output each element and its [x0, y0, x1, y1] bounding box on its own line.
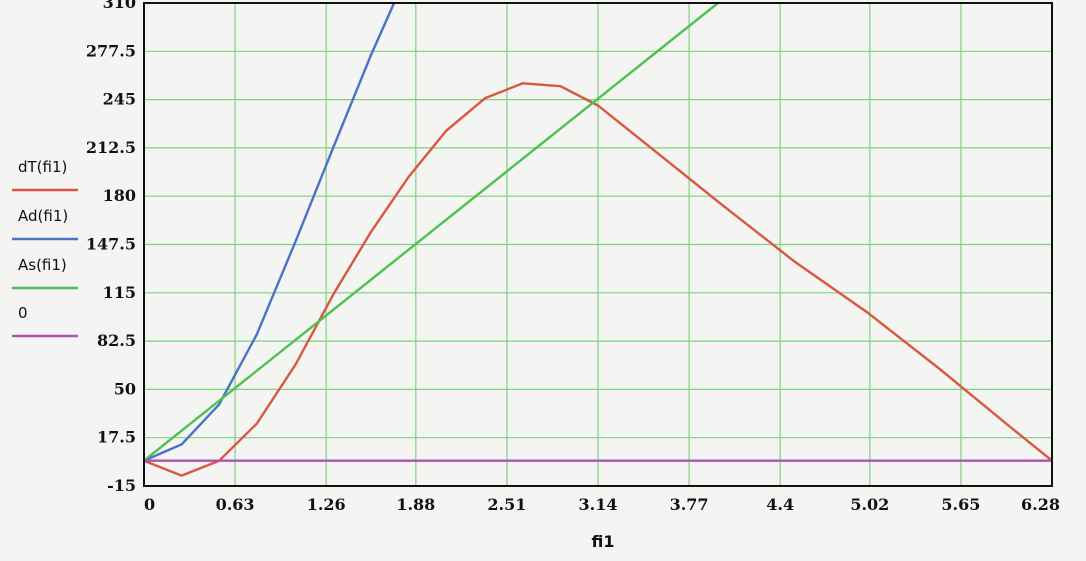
y-tick-label: 147.5	[86, 235, 136, 254]
y-tick-label: 115	[103, 283, 136, 302]
x-tick-label: 1.88	[396, 495, 435, 514]
y-tick-label: 277.5	[86, 41, 136, 60]
y-tick-label: 50	[114, 379, 136, 398]
x-tick-label: 0.63	[216, 495, 255, 514]
y-tick-labels: -15 17.5 50 82.5 115 147.5 180 212.5 245 277.5 310	[86, 0, 136, 495]
x-tick-label: 5.02	[850, 495, 889, 514]
legend-label: As(fi1)	[18, 256, 67, 274]
x-tick-label: 3.77	[670, 495, 709, 514]
x-tick-label: 4.4	[766, 495, 794, 514]
y-tick-label: 212.5	[86, 138, 136, 157]
legend-label: dT(fi1)	[18, 158, 67, 176]
grid	[144, 3, 1052, 486]
series-line-0	[144, 82, 1052, 477]
legend-label: Ad(fi1)	[18, 207, 68, 225]
x-tick-label: 2.51	[487, 495, 526, 514]
y-tick-label: 180	[103, 186, 136, 205]
x-tick-label: 5.65	[941, 495, 980, 514]
y-tick-label: -15	[107, 476, 136, 495]
x-axis-label: fi1	[592, 532, 615, 551]
x-tick-label: 6.28	[1021, 495, 1060, 514]
x-tick-label: 1.26	[307, 495, 346, 514]
x-tick-label: 0	[144, 495, 155, 514]
y-tick-label: 82.5	[97, 331, 136, 350]
y-tick-label: 17.5	[97, 428, 136, 447]
x-tick-label: 3.14	[579, 495, 618, 514]
legend: dT(fi1) Ad(fi1) As(fi1) 0	[12, 158, 78, 338]
series-line-1	[144, 3, 396, 462]
series-layer	[144, 3, 1052, 477]
x-tick-labels: 0 0.63 1.26 1.88 2.51 3.14 3.77 4.4 5.02 5.65 6.28	[144, 495, 1060, 514]
legend-label: 0	[18, 304, 28, 322]
series-line-2	[144, 3, 719, 462]
y-tick-label: 245	[103, 90, 136, 109]
plot-frame	[143, 2, 1053, 487]
y-tick-label: 310	[103, 0, 136, 12]
